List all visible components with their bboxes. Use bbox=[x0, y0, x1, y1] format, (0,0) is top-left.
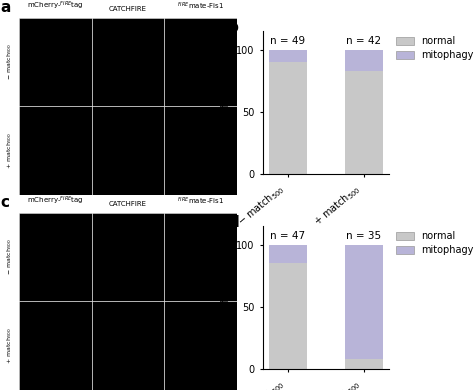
Text: CATCHFIRE: CATCHFIRE bbox=[109, 6, 147, 12]
Bar bbox=[345, 359, 383, 369]
Text: a: a bbox=[0, 0, 10, 15]
Text: n = 35: n = 35 bbox=[346, 231, 382, 241]
Text: $+$ match$_{500}$: $+$ match$_{500}$ bbox=[5, 132, 14, 169]
Text: $+$ match$_{500}$: $+$ match$_{500}$ bbox=[5, 327, 14, 364]
Text: b: b bbox=[228, 20, 239, 35]
Legend: normal, mitophagy: normal, mitophagy bbox=[396, 231, 474, 255]
Y-axis label: % of cells: % of cells bbox=[221, 272, 231, 323]
Text: n = 42: n = 42 bbox=[346, 36, 382, 46]
Bar bbox=[269, 50, 307, 62]
Text: ECFP-
$^{FIRE}$mate-Fis1: ECFP- $^{FIRE}$mate-Fis1 bbox=[177, 0, 224, 12]
Text: d: d bbox=[228, 215, 238, 230]
Bar bbox=[345, 245, 383, 359]
Text: ECFP-
$^{FIRE}$mate-Fis1: ECFP- $^{FIRE}$mate-Fis1 bbox=[177, 188, 224, 207]
Bar bbox=[345, 71, 383, 174]
Bar bbox=[269, 245, 307, 263]
Text: CATCHFIRE: CATCHFIRE bbox=[109, 201, 147, 207]
Text: n = 47: n = 47 bbox=[270, 231, 305, 241]
Bar bbox=[269, 62, 307, 174]
Legend: normal, mitophagy: normal, mitophagy bbox=[396, 36, 474, 60]
Y-axis label: % of cells: % of cells bbox=[221, 77, 231, 128]
Text: $-$ match$_{500}$: $-$ match$_{500}$ bbox=[5, 238, 14, 275]
Text: c: c bbox=[0, 195, 9, 210]
Text: $-$ match$_{500}$: $-$ match$_{500}$ bbox=[5, 43, 14, 80]
Text: mCherry-$^{FIRE}$tag: mCherry-$^{FIRE}$tag bbox=[27, 0, 84, 12]
Text: PINK1-
mCherry-$^{FIRE}$tag: PINK1- mCherry-$^{FIRE}$tag bbox=[27, 187, 84, 207]
Bar bbox=[269, 263, 307, 369]
Text: n = 49: n = 49 bbox=[270, 36, 305, 46]
Bar bbox=[345, 50, 383, 71]
